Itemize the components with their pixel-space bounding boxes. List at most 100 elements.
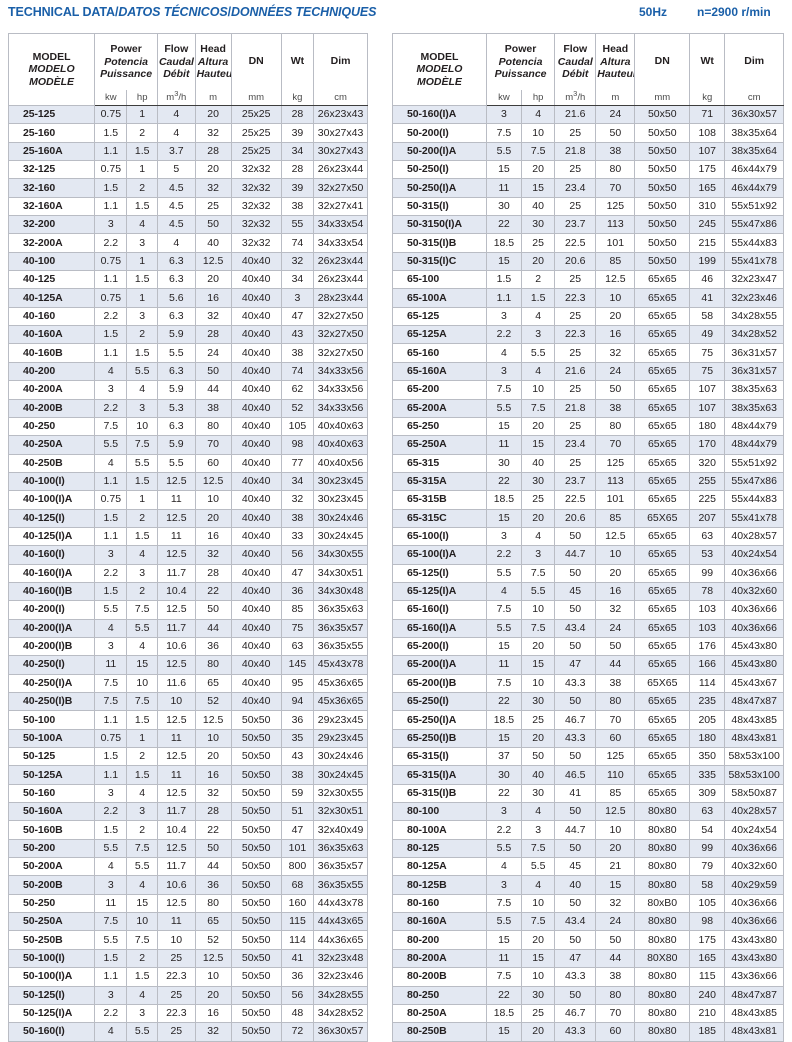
cell-model: 50-315(I) <box>392 196 487 217</box>
cell-value: 4 <box>94 1022 128 1042</box>
cell-value: 5.5 <box>485 398 523 418</box>
cell-value: 101 <box>595 233 636 253</box>
table-row: 40-160 2.2 3 6.3 32 40x40 47 32x27x50 <box>7 306 368 327</box>
cell-value: 125 <box>595 747 636 767</box>
unit-kw: kw <box>94 90 128 106</box>
cell-value: 3 <box>94 215 128 235</box>
col-header-flow: Flow Caudal Débit <box>554 33 597 90</box>
cell-value: 10 <box>521 893 556 914</box>
cell-value: 22.3 <box>554 288 597 308</box>
cell-value: 30 <box>485 196 523 217</box>
cell-value: 10 <box>156 691 196 712</box>
cell-value: 32 <box>280 251 315 272</box>
table-row: 25-160 1.5 2 4 32 25x25 39 30x27x43 <box>7 123 368 143</box>
cell-value: 7.5 <box>94 416 128 437</box>
cell-value: 4 <box>521 306 556 327</box>
table-row: 40-200B 2.2 3 5.3 38 40x40 52 34x33x56 <box>7 398 368 418</box>
cell-value: 28 <box>280 160 315 180</box>
col-header-dn-label: DN <box>654 55 670 68</box>
cell-value: 50 <box>554 930 597 950</box>
cell-value: 160 <box>280 893 315 914</box>
cell-value: 50x50 <box>230 820 282 840</box>
col-header-model-es: MODELO <box>28 63 75 76</box>
cell-value: 125 <box>595 453 636 473</box>
cell-value: 80x80 <box>634 1003 691 1024</box>
cell-value: 28 <box>280 104 315 125</box>
cell-value: 40x40 <box>230 471 282 492</box>
cell-value: 4 <box>126 636 158 657</box>
cell-value: 0.75 <box>94 288 128 308</box>
col-header-head-es: Altura <box>600 55 631 68</box>
cell-model: 50-100(I)A <box>7 967 96 987</box>
cell-value: 55x47x86 <box>724 471 784 492</box>
cell-value: 240 <box>689 985 726 1005</box>
table-row: 80-100 3 4 50 12.5 80x80 63 40x28x57 <box>392 802 784 822</box>
col-header-head-fr: Hauteur <box>196 68 230 81</box>
col-header-dn: DN <box>230 33 282 90</box>
table-row: 32-160 1.5 2 4.5 32 32x32 39 32x27x50 <box>7 178 368 198</box>
col-header-head: Head Altura Hauteur <box>194 33 232 90</box>
cell-value: 50x50 <box>230 838 282 859</box>
cell-value: 44.7 <box>554 545 597 565</box>
cell-value: 180 <box>689 728 726 749</box>
cell-value: 20 <box>194 104 232 125</box>
unit-hp: hp <box>521 90 556 106</box>
cell-value: 38 <box>194 398 232 418</box>
cell-value: 11.7 <box>156 618 196 638</box>
cell-value: 45x36x65 <box>313 673 368 694</box>
cell-value: 65x65 <box>634 416 691 437</box>
cell-value: 40x36x66 <box>724 600 784 620</box>
cell-value: 80x80 <box>634 967 691 987</box>
cell-value: 32x27x50 <box>313 178 368 198</box>
cell-value: 68 <box>280 875 315 895</box>
cell-value: 11 <box>156 490 196 510</box>
cell-value: 25 <box>194 196 232 217</box>
cell-value: 50 <box>595 123 636 143</box>
cell-value: 65x65 <box>634 343 691 363</box>
cell-value: 7.5 <box>521 563 556 583</box>
cell-value: 34x30x51 <box>313 563 368 583</box>
cell-value: 50x50 <box>230 985 282 1005</box>
col-header-flow-en: Flow <box>164 43 189 56</box>
cell-value: 11 <box>485 948 523 969</box>
cell-value: 40x36x66 <box>724 563 784 583</box>
cell-value: 50 <box>554 838 597 859</box>
cell-value: 79 <box>689 857 726 877</box>
cell-value: 7.5 <box>94 673 128 694</box>
cell-value: 80x80 <box>634 985 691 1005</box>
cell-value: 45x43x78 <box>313 655 368 675</box>
cell-value: 80 <box>194 655 232 675</box>
cell-value: 7.5 <box>126 930 158 950</box>
cell-value: 2 <box>126 178 158 198</box>
col-header-flow: Flow Caudal Débit <box>156 33 196 90</box>
cell-value: 50x50 <box>634 196 691 217</box>
cell-value: 95 <box>280 673 315 694</box>
cell-value: 50x50 <box>230 912 282 932</box>
cell-value: 43 <box>280 325 315 345</box>
cell-model: 65-315B <box>392 490 487 510</box>
cell-value: 43 <box>280 747 315 767</box>
cell-value: 50x50 <box>230 710 282 730</box>
cell-value: 80x80 <box>634 930 691 950</box>
col-header-wt-label: Wt <box>700 55 714 68</box>
cell-value: 50x50 <box>230 783 282 804</box>
cell-value: 34x33x56 <box>313 380 368 400</box>
cell-value: 40x40 <box>230 618 282 638</box>
cell-value: 4 <box>521 526 556 547</box>
cell-value: 53 <box>689 545 726 565</box>
cell-value: 50x50 <box>230 802 282 822</box>
cell-value: 12.5 <box>156 655 196 675</box>
cell-model: 65-160(I)A <box>392 618 487 638</box>
cell-model: 40-250 <box>7 416 96 437</box>
cell-value: 38 <box>280 196 315 217</box>
cell-value: 30x23x45 <box>313 471 368 492</box>
cell-value: 22.3 <box>156 1003 196 1024</box>
cell-value: 40x40x63 <box>313 435 368 455</box>
table-row: 65-200 7.5 10 25 50 65x65 107 38x35x63 <box>392 380 784 400</box>
cell-value: 15 <box>521 178 556 198</box>
cell-value: 10.6 <box>156 636 196 657</box>
cell-model: 50-200 <box>7 838 96 859</box>
cell-model: 40-200(I)A <box>7 618 96 638</box>
cell-value: 30 <box>521 783 556 804</box>
cell-model: 65-160(I) <box>392 600 487 620</box>
